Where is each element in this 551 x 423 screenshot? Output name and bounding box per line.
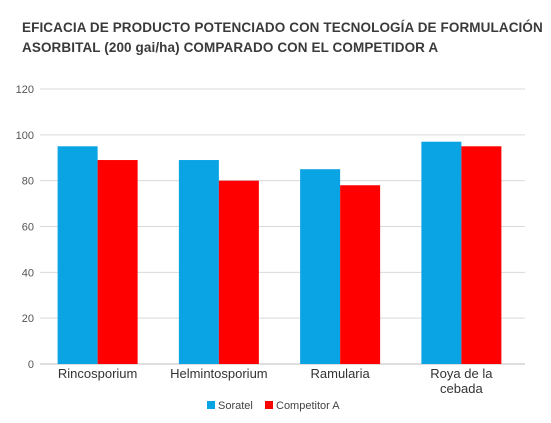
- x-axis-categories: Rincosporium Helmintosporium Ramularia Roya…: [58, 366, 493, 396]
- legend-label: Soratel: [218, 400, 253, 412]
- legend: Soratel Competitor A: [207, 400, 340, 412]
- legend-swatch: [207, 401, 215, 409]
- bar: [300, 169, 341, 364]
- bar: [421, 141, 462, 364]
- y-tick-label: 20: [22, 313, 34, 325]
- chart-title: EFICACIA DE PRODUCTO POTENCIADO CON TECN…: [22, 18, 543, 58]
- y-axis-ticks: 0 20 40 60 80 100 120: [16, 84, 34, 371]
- chart-title-line-2: ASORBITAL (200 gai/ha) COMPARADO CON EL …: [22, 40, 439, 55]
- bar: [97, 160, 138, 364]
- x-category-label: Ramularia: [311, 366, 371, 381]
- bar: [461, 146, 502, 364]
- y-tick-label: 100: [16, 130, 34, 142]
- legend-label: Competitor A: [276, 400, 340, 412]
- y-tick-label: 0: [28, 359, 34, 371]
- y-tick-label: 60: [22, 222, 34, 234]
- y-tick-label: 120: [16, 84, 34, 96]
- x-category-label: Helmintosporium: [170, 366, 268, 381]
- legend-swatch: [265, 401, 273, 409]
- x-category-label: Roya de la cebada: [430, 366, 493, 396]
- bar: [57, 146, 98, 364]
- bar: [178, 160, 219, 364]
- chart-title-line-1: EFICACIA DE PRODUCTO POTENCIADO CON TECN…: [22, 20, 543, 35]
- y-tick-label: 80: [22, 176, 34, 188]
- x-category-label: Rincosporium: [58, 366, 137, 381]
- bar: [218, 180, 259, 364]
- y-tick-label: 40: [22, 267, 34, 279]
- bars: [57, 141, 502, 364]
- bar: [340, 185, 381, 364]
